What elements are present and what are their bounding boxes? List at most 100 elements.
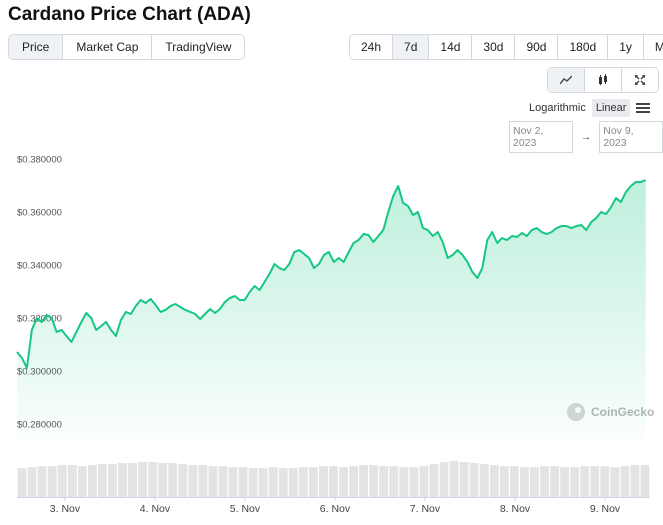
volume-bar [77,466,87,497]
line-icon [560,75,572,85]
volume-bar [630,465,640,497]
volume-bar [399,467,409,497]
volume-bar [530,467,539,497]
volume-bar [610,467,620,497]
volume-bar [138,462,148,497]
volume-bar [258,468,268,497]
volume-bar [87,465,97,497]
volume-bar [349,466,359,497]
y-tick-label: $0.320000 [17,313,62,324]
x-tick-label: 4. Nov [140,503,171,515]
volume-bar [419,466,429,497]
y-tick-label: $0.280000 [17,419,62,430]
volume-bar [268,467,278,497]
x-tick-label: 3. Nov [50,503,81,515]
range-button[interactable]: 90d [514,35,558,59]
volume-bar [369,465,379,497]
volume-bar [519,467,529,497]
date-to[interactable]: Nov 9, 2023 [599,121,663,153]
range-button[interactable]: Max [642,35,663,59]
volume-bar [97,464,107,497]
date-range: Nov 2, 2023 → Nov 9, 2023 [509,121,663,153]
volume-bar [108,464,117,497]
volume-bar [469,463,479,497]
range-button[interactable]: 14d [428,35,472,59]
volume-bar [37,466,47,497]
range-button[interactable]: 7d [392,35,429,59]
volume-bar [550,466,559,497]
volume-bar [319,466,328,497]
x-tick-label: 5. Nov [230,503,261,515]
volume-bar [449,461,459,497]
range-button[interactable]: 1y [607,35,643,59]
volume-bar [600,466,610,497]
volume-bar [57,465,67,497]
x-tick-label: 6. Nov [320,503,351,515]
volume-bar [298,467,308,497]
volume-bar [620,466,630,497]
scale-option[interactable]: Linear [591,99,631,117]
view-group [547,67,659,93]
candle-icon [599,74,607,85]
volume-bar [308,467,318,497]
volume-bar [479,464,489,497]
tab-button[interactable]: TradingView [151,35,245,59]
expand-icon [635,75,645,85]
volume-bar [409,467,419,497]
y-tick-label: $0.380000 [17,155,62,166]
volume-bar [248,468,258,497]
volume-bar [27,467,37,497]
tab-group: Price Market Cap TradingView [8,34,246,60]
volume-bar [459,462,469,497]
volume-bar [17,468,27,497]
volume-bar [208,466,218,497]
menu-icon[interactable] [636,102,651,114]
date-separator: → [580,131,592,143]
line-view-button[interactable] [548,68,584,92]
x-tick-label: 8. Nov [500,503,531,515]
y-tick-label: $0.360000 [17,208,62,219]
fullscreen-button[interactable] [621,68,658,92]
volume-bar [509,466,519,497]
volume-bar [499,466,509,497]
range-button[interactable]: 30d [471,35,515,59]
volume-bar [580,466,590,497]
x-tick-label: 9. Nov [590,503,621,515]
volume-bar [439,462,449,497]
volume-bar [218,466,228,497]
date-from[interactable]: Nov 2, 2023 [509,121,573,153]
volume-bar [188,465,198,497]
volume-bar [540,466,549,497]
volume-bar [128,463,137,497]
volume-bar [560,467,570,497]
volume-bar [429,464,439,497]
candle-view-button[interactable] [584,68,621,92]
volume-bar [168,463,178,497]
range-button[interactable]: 24h [350,35,393,59]
volume-bar [178,464,188,497]
volume-bar [359,465,369,497]
scale-switch: Logarithmic Linear [523,99,651,117]
volume-bar [489,465,499,497]
watermark: CoinGecko [567,403,654,421]
volume-bar [158,463,168,497]
tab-button[interactable]: Market Cap [62,35,152,59]
volume-bar [118,463,127,497]
volume-bar [47,466,57,497]
volume-bar [339,467,348,497]
range-button[interactable]: 180d [557,35,608,59]
volume-bar [278,468,288,497]
volume-bar [590,466,600,497]
tab-button[interactable]: Price [9,35,63,59]
volume-bar [238,467,248,497]
y-tick-label: $0.300000 [17,366,62,377]
scale-option[interactable]: Logarithmic [529,102,586,114]
volume-bar [67,465,77,497]
x-tick-label: 7. Nov [410,503,441,515]
volume-bar [329,466,338,497]
volume-bar [640,465,650,497]
volume-bar [389,466,399,497]
volume-bar [148,462,158,497]
price-line [16,179,647,369]
